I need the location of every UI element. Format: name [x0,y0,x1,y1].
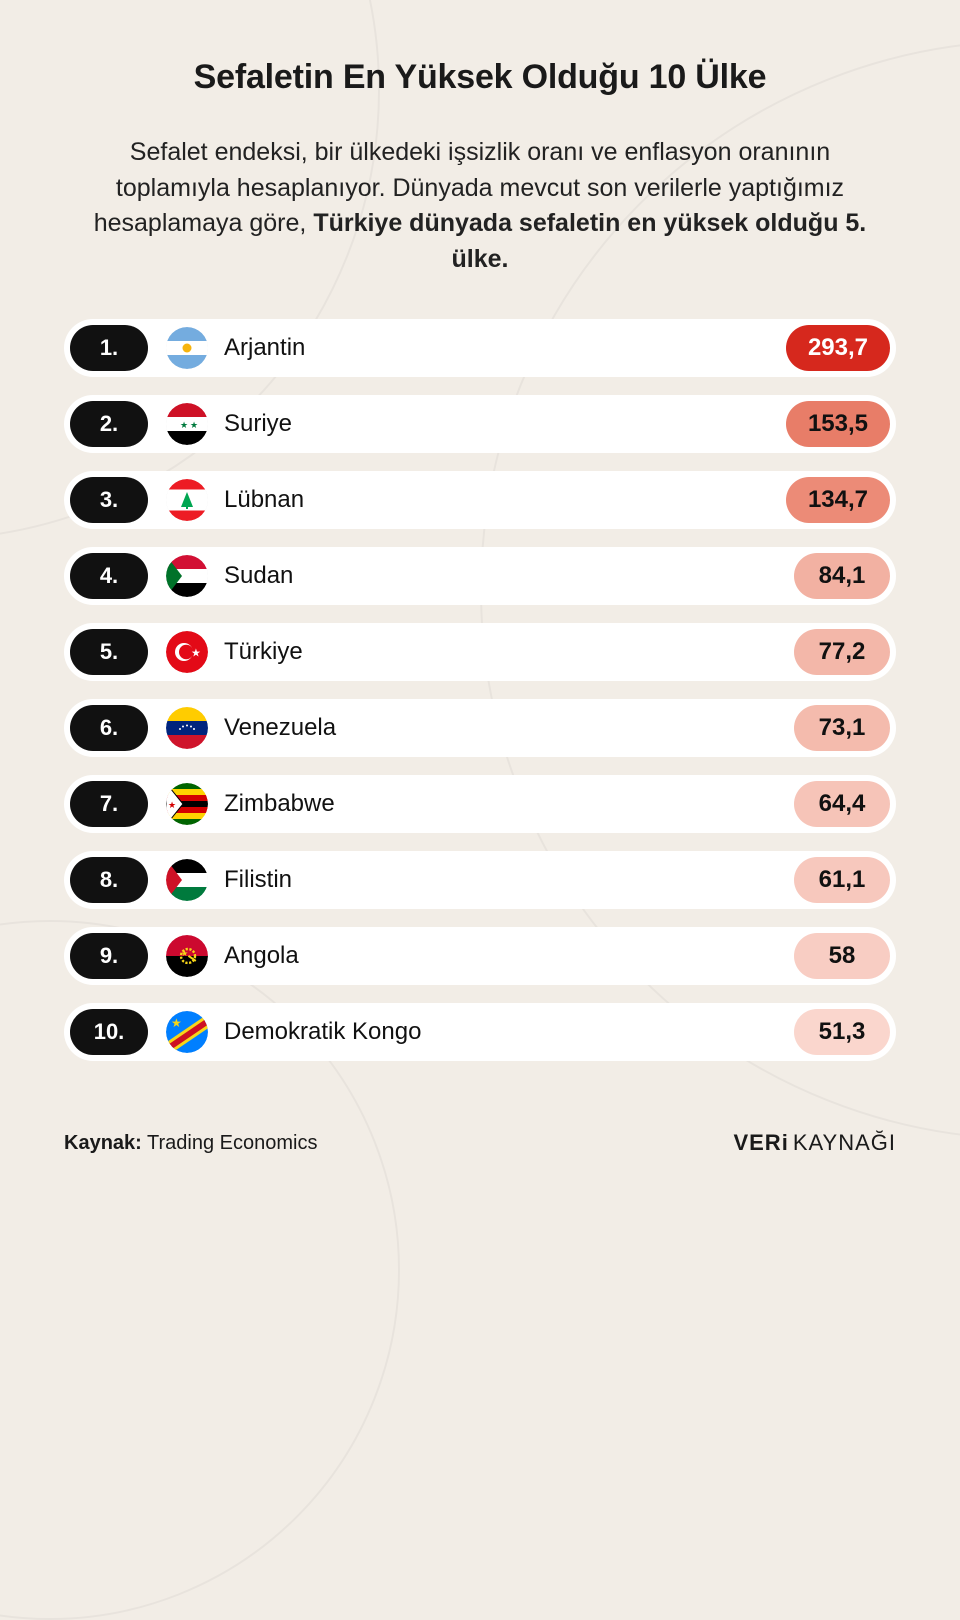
description: Sefalet endeksi, bir ülkedeki işsizlik o… [90,135,870,277]
value-pill: 64,4 [794,781,890,827]
ranking-row: 10. ★ Demokratik Kongo51,3 [64,1003,896,1061]
country-name: Demokratik Kongo [224,1018,794,1046]
country-name: Filistin [224,866,794,894]
brand-light: KAYNAĞI [793,1130,896,1155]
ranking-row: 6. Venezuela73,1 [64,699,896,757]
svg-text:★: ★ [180,420,188,430]
ranking-row: 7. ★ Zimbabwe64,4 [64,775,896,833]
ranking-row: 4. Sudan84,1 [64,547,896,605]
country-name: Lübnan [224,486,786,514]
flag-icon-ar [166,327,208,369]
source: Kaynak: Trading Economics [64,1132,317,1155]
rank-pill: 9. [70,933,148,979]
country-name: Sudan [224,562,794,590]
rank-pill: 2. [70,401,148,447]
rank-pill: 4. [70,553,148,599]
footer: Kaynak: Trading Economics VERiKAYNAĞI [64,1130,896,1156]
flag-icon-ve [166,707,208,749]
value-pill: 61,1 [794,857,890,903]
rank-pill: 5. [70,629,148,675]
svg-text:★: ★ [168,800,176,810]
rank-pill: 7. [70,781,148,827]
country-name: Angola [224,942,794,970]
ranking-row: 9. ★ Angola58 [64,927,896,985]
svg-text:★: ★ [181,949,188,958]
ranking-row: 1. Arjantin293,7 [64,319,896,377]
brand-bold: VERi [733,1130,788,1155]
flag-icon-ao: ★ [166,935,208,977]
flag-icon-lb [166,479,208,521]
infographic: Sefaletin En Yüksek Olduğu 10 Ülke Sefal… [0,0,960,1061]
flag-icon-sd [166,555,208,597]
ranking-list: 1.Arjantin293,72.★★Suriye153,53.Lübnan13… [64,319,896,1061]
description-bold: Türkiye dünyada sefaletin en yüksek oldu… [313,209,866,273]
country-name: Türkiye [224,638,794,666]
rank-pill: 1. [70,325,148,371]
ranking-row: 3. Lübnan134,7 [64,471,896,529]
source-label: Kaynak: [64,1132,142,1154]
value-pill: 58 [794,933,890,979]
flag-icon-ps [166,859,208,901]
rank-pill: 3. [70,477,148,523]
value-pill: 134,7 [786,477,890,523]
rank-pill: 6. [70,705,148,751]
value-pill: 73,1 [794,705,890,751]
ranking-row: 5. ★ Türkiye77,2 [64,623,896,681]
flag-icon-zw: ★ [166,783,208,825]
value-pill: 77,2 [794,629,890,675]
country-name: Suriye [224,410,786,438]
flag-icon-cd: ★ [166,1011,208,1053]
country-name: Zimbabwe [224,790,794,818]
brand-logo: VERiKAYNAĞI [733,1130,896,1156]
source-value: Trading Economics [147,1132,317,1154]
value-pill: 153,5 [786,401,890,447]
svg-text:★: ★ [191,648,201,660]
flag-icon-tr: ★ [166,631,208,673]
value-pill: 51,3 [794,1009,890,1055]
page-title: Sefaletin En Yüksek Olduğu 10 Ülke [64,58,896,97]
svg-text:★: ★ [190,420,198,430]
value-pill: 84,1 [794,553,890,599]
rank-pill: 8. [70,857,148,903]
country-name: Arjantin [224,334,786,362]
ranking-row: 8. Filistin61,1 [64,851,896,909]
country-name: Venezuela [224,714,794,742]
flag-icon-sy: ★★ [166,403,208,445]
value-pill: 293,7 [786,325,890,371]
ranking-row: 2. ★★ Suriye153,5 [64,395,896,453]
rank-pill: 10. [70,1009,148,1055]
svg-text:★: ★ [171,1016,182,1030]
